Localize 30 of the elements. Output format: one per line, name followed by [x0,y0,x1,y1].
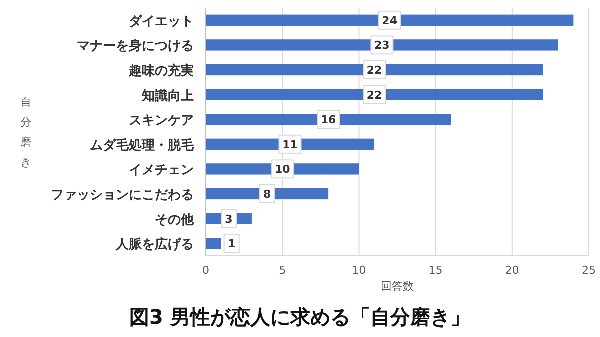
data-label: 10 [274,163,291,176]
y-tick-label: 人脈を広げる [115,236,194,253]
y-tick-label: ダイエット [129,14,194,30]
data-label: 1 [228,238,236,251]
data-label: 22 [366,88,382,102]
x-axis-title: 回答数 [381,280,414,293]
y-tick-label: イメチェン [129,163,194,178]
y-tick-label: ファッションにこだわる [51,188,194,203]
data-label: 22 [366,64,382,77]
x-tick-label: 0 [202,264,210,277]
data-label: 11 [282,138,298,152]
y-tick-label: その他 [155,212,195,228]
x-tick-label: 10 [352,264,366,277]
y-tick-label: ムダ毛処理・脱毛 [90,137,195,154]
y-tick-label: スキンケア [129,114,194,129]
data-label: 8 [263,188,272,201]
data-label: 24 [382,14,398,28]
x-tick-label: 15 [428,264,443,277]
y-tick-label: 知識向上 [141,88,194,104]
y-tick-label: マナーを身につける [77,39,194,54]
x-tick-label: 25 [582,264,596,277]
data-label: 3 [225,212,233,226]
bar [206,238,222,250]
data-label: 16 [320,114,337,127]
x-tick-label: 5 [279,264,286,277]
text: 図3 男性が恋人に求める「自分磨き」 [130,305,470,329]
y-tick-label: 趣味の充実 [128,63,194,79]
x-tick-label: 20 [505,264,520,277]
y-axis-title: 自分磨き [20,96,32,169]
data-label: 23 [374,39,390,52]
